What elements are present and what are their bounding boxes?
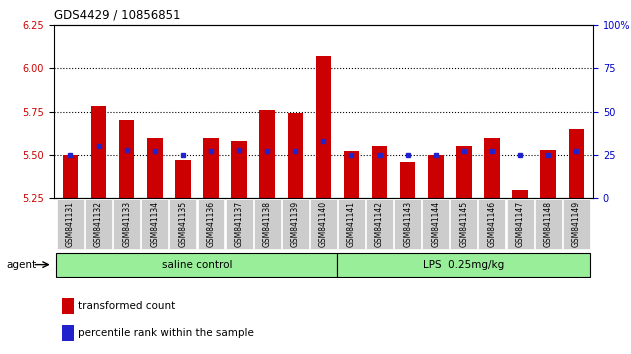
Bar (259, 110, 275, 198)
Bar (316, 56, 331, 198)
FancyBboxPatch shape (226, 199, 252, 249)
FancyBboxPatch shape (57, 199, 84, 249)
Bar (175, 160, 191, 198)
Bar (372, 146, 387, 198)
Text: GSM841140: GSM841140 (319, 201, 328, 247)
Text: GSM841134: GSM841134 (150, 201, 159, 247)
Bar (147, 138, 163, 198)
Text: GSM841144: GSM841144 (431, 201, 440, 247)
FancyBboxPatch shape (169, 199, 196, 249)
FancyBboxPatch shape (141, 199, 168, 249)
Text: GSM841132: GSM841132 (94, 201, 103, 247)
Bar (62, 297, 74, 314)
Text: GDS4429 / 10856851: GDS4429 / 10856851 (54, 9, 180, 22)
Text: GSM841143: GSM841143 (403, 201, 412, 247)
Bar (203, 138, 219, 198)
FancyBboxPatch shape (422, 199, 449, 249)
FancyBboxPatch shape (534, 199, 562, 249)
Text: GSM841145: GSM841145 (459, 201, 468, 247)
Text: agent: agent (6, 260, 37, 270)
Text: GSM841149: GSM841149 (572, 201, 581, 247)
FancyBboxPatch shape (563, 199, 590, 249)
FancyBboxPatch shape (56, 253, 338, 276)
Text: transformed count: transformed count (78, 301, 175, 311)
FancyBboxPatch shape (198, 199, 225, 249)
FancyBboxPatch shape (478, 199, 505, 249)
Bar (119, 120, 134, 198)
FancyBboxPatch shape (113, 199, 140, 249)
Text: GSM841142: GSM841142 (375, 201, 384, 247)
FancyBboxPatch shape (394, 199, 421, 249)
FancyBboxPatch shape (310, 199, 337, 249)
Text: GSM841146: GSM841146 (488, 201, 497, 247)
Text: saline control: saline control (162, 259, 232, 270)
Bar (512, 190, 528, 198)
FancyBboxPatch shape (254, 199, 281, 249)
Bar (288, 113, 303, 198)
Bar (232, 141, 247, 198)
Text: GSM841135: GSM841135 (179, 201, 187, 247)
Bar (428, 155, 444, 198)
Bar (344, 152, 359, 198)
Text: GSM841141: GSM841141 (347, 201, 356, 247)
Text: GSM841138: GSM841138 (262, 201, 272, 247)
Bar (569, 129, 584, 198)
Text: GSM841137: GSM841137 (235, 201, 244, 247)
Text: GSM841136: GSM841136 (206, 201, 216, 247)
FancyBboxPatch shape (366, 199, 393, 249)
Text: GSM841148: GSM841148 (544, 201, 553, 247)
Bar (62, 325, 74, 341)
Bar (400, 162, 415, 198)
Bar (484, 138, 500, 198)
Bar (62, 155, 78, 198)
Bar (456, 146, 471, 198)
Text: GSM841147: GSM841147 (516, 201, 524, 247)
FancyBboxPatch shape (507, 199, 534, 249)
FancyBboxPatch shape (85, 199, 112, 249)
Text: GSM841131: GSM841131 (66, 201, 75, 247)
Text: LPS  0.25mg/kg: LPS 0.25mg/kg (423, 259, 505, 270)
FancyBboxPatch shape (338, 253, 591, 276)
FancyBboxPatch shape (338, 199, 365, 249)
FancyBboxPatch shape (282, 199, 309, 249)
Bar (91, 106, 106, 198)
Text: percentile rank within the sample: percentile rank within the sample (78, 328, 254, 338)
FancyBboxPatch shape (451, 199, 478, 249)
Bar (541, 150, 556, 198)
Text: GSM841139: GSM841139 (291, 201, 300, 247)
Text: GSM841133: GSM841133 (122, 201, 131, 247)
